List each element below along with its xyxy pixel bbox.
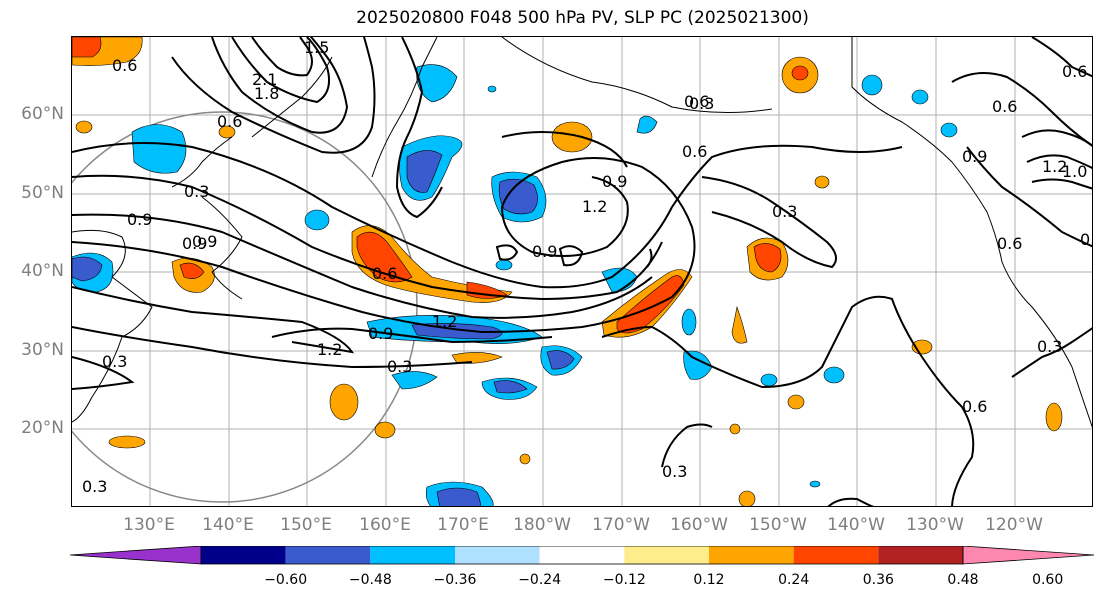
- colorbar-segment: [793, 546, 879, 564]
- lon-label: 160°W: [670, 515, 728, 535]
- colorbar-tick-label: −0.24: [518, 572, 562, 588]
- pv-negative-anomalies: [72, 64, 958, 506]
- lon-label: 120°W: [985, 515, 1043, 535]
- contour-label: 0.6: [372, 264, 397, 283]
- contour-label: 0.9: [127, 210, 152, 229]
- contour-label: 0.3: [1037, 337, 1062, 356]
- contour-label: 1.0: [1062, 162, 1087, 181]
- contour-label: 1.2: [317, 340, 342, 359]
- lon-label: 130°E: [123, 515, 175, 535]
- contour-label: 0.9: [962, 147, 987, 166]
- contour-label: 0.3: [102, 352, 127, 371]
- contour-label: 0.9: [368, 324, 393, 343]
- lon-label: 140°W: [827, 515, 885, 535]
- colorbar-segment: [455, 546, 540, 564]
- colorbar-segment: [201, 546, 286, 564]
- lon-label: 130°W: [906, 515, 964, 535]
- contour-label: 0.6: [1062, 62, 1087, 81]
- contour-label: 0.6: [992, 97, 1017, 116]
- contour-label: 0.3: [82, 477, 107, 496]
- contour-label: 0.3: [772, 202, 797, 221]
- colorbar-segment: [624, 546, 709, 564]
- contour-label: 1.2: [1042, 157, 1067, 176]
- contour-label: 0.9: [532, 242, 557, 261]
- coastlines: [72, 37, 1092, 428]
- colorbar-segment: [539, 546, 625, 564]
- colorbar-outline: [200, 546, 964, 565]
- contour-label: 0.9: [602, 172, 627, 191]
- colorbar-tick-label: 0.36: [862, 572, 894, 588]
- contour-label: 0.6: [217, 112, 242, 131]
- lon-label: 150°E: [280, 515, 332, 535]
- contour-label: 0.3: [662, 462, 687, 481]
- lon-label: 150°W: [749, 515, 807, 535]
- lat-label-40n: 40°N: [21, 261, 64, 281]
- lon-label: 180°W: [513, 515, 571, 535]
- contour-label: 0.3: [387, 357, 412, 376]
- contour-label: 0.6: [684, 92, 709, 111]
- map-title: 2025020800 F048 500 hPa PV, SLP PC (2025…: [356, 8, 809, 28]
- colorbar: [70, 546, 1094, 565]
- colorbar-tick-label: −0.36: [433, 572, 477, 588]
- lat-label-50n: 50°N: [21, 183, 64, 203]
- lon-label: 140°E: [202, 515, 254, 535]
- colorbar-tick-label: 0.48: [947, 572, 979, 588]
- lat-label-60n: 60°N: [21, 104, 64, 124]
- colorbar-extend-max: [962, 546, 1094, 565]
- reference-circle: [72, 111, 418, 503]
- contour-label: 0.9: [182, 234, 207, 253]
- contour-label: 1.2: [582, 197, 607, 216]
- contour-label: 0.3: [689, 94, 714, 113]
- colorbar-tick-label: 0.60: [1032, 572, 1064, 588]
- colorbar-segment: [878, 546, 963, 564]
- colorbar-segment: [709, 546, 794, 564]
- contour-label: 0.6: [997, 234, 1022, 253]
- lon-label: 170°W: [592, 515, 650, 535]
- colorbar-tick-label: 0.24: [778, 572, 810, 588]
- lon-label: 160°E: [359, 515, 411, 535]
- map-panel: 0.6 2.1 1.8 1.5 0.6 0.3 0.9 0.9 0.6 0.3 …: [71, 36, 1093, 507]
- colorbar-tick-label: −0.60: [264, 572, 308, 588]
- contour-label: 2.1: [252, 70, 277, 89]
- contour-label: 1.2: [432, 312, 457, 331]
- colorbar-extend-min: [70, 546, 202, 565]
- lon-label: 170°E: [437, 515, 489, 535]
- colorbar-segment: [370, 546, 455, 564]
- contour-label: 0.6: [112, 56, 137, 75]
- map-canvas: 0.6 2.1 1.8 1.5 0.6 0.3 0.9 0.9 0.6 0.3 …: [72, 37, 1093, 506]
- contour-label: 0.3: [184, 182, 209, 201]
- contour-label: 1.8: [254, 84, 279, 103]
- contour-labels: 0.6 2.1 1.8 1.5 0.6 0.3 0.9 0.9 0.6 0.3 …: [82, 38, 1093, 496]
- lat-label-30n: 30°N: [21, 340, 64, 360]
- contour-label: 1.5: [304, 38, 329, 57]
- contour-label: 0.6: [682, 142, 707, 161]
- colorbar-tick-label: −0.48: [348, 572, 392, 588]
- contour-label: 0.6: [962, 397, 987, 416]
- contour-label: 0.3: [1080, 230, 1093, 249]
- slp-contours: [72, 37, 1092, 506]
- lat-label-20n: 20°N: [21, 418, 64, 438]
- colorbar-tick-label: −0.12: [602, 572, 646, 588]
- colorbar-tick-label: 0.12: [693, 572, 725, 588]
- colorbar-segment: [285, 546, 371, 564]
- contour-label: 0.9: [192, 232, 217, 251]
